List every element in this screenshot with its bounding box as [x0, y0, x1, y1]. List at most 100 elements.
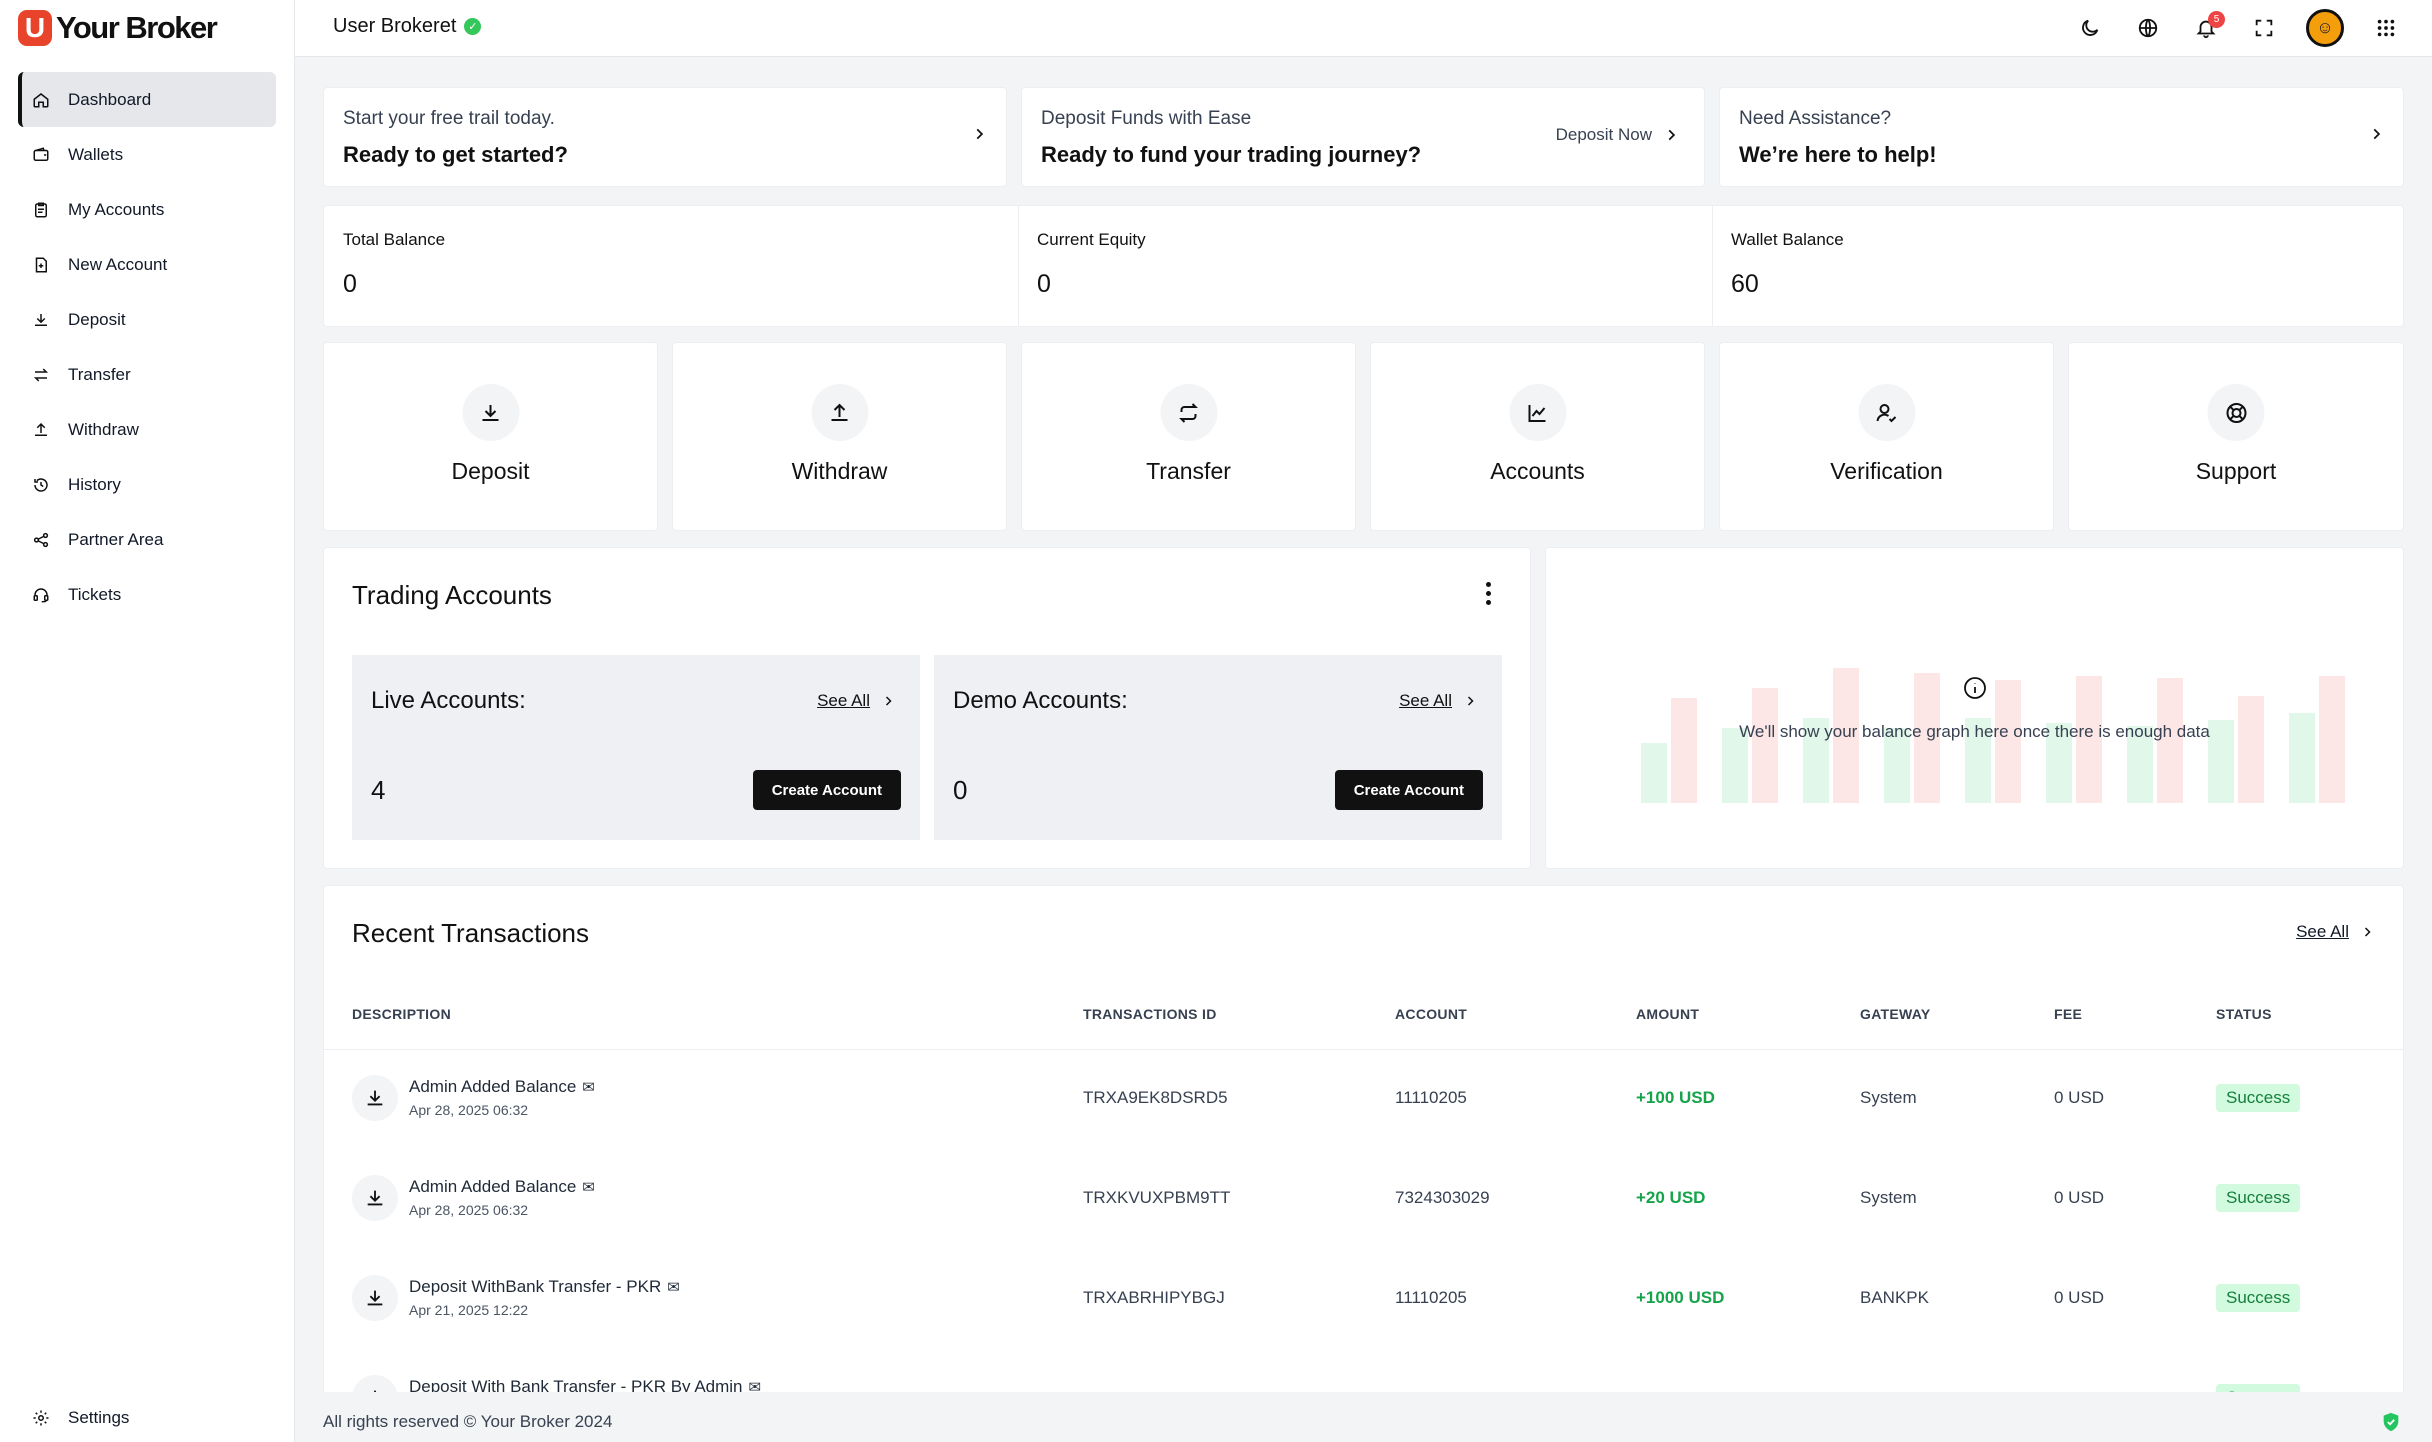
description-text: Deposit WithBank Transfer - PKR — [409, 1277, 662, 1296]
footer-copyright: All rights reserved © Your Broker 2024 — [323, 1412, 613, 1431]
description-text: Deposit With Bank Transfer - PKR By Admi… — [409, 1377, 743, 1396]
download-icon — [35, 313, 47, 326]
transactions-table: DESCRIPTION TRANSACTIONS ID ACCOUNT AMOU… — [324, 886, 2403, 1404]
transaction-account: 11110205 — [1395, 1088, 1467, 1107]
apps-grid-icon[interactable] — [2370, 12, 2402, 44]
brand-logo[interactable]: U Your Broker — [18, 8, 218, 48]
chart-empty-message: We'll show your balance graph here once … — [1739, 722, 2210, 741]
download-icon — [352, 1075, 398, 1121]
notification-badge: 5 — [2208, 11, 2225, 28]
live-see-all-link[interactable]: See All — [817, 691, 894, 711]
file-plus-icon — [35, 257, 47, 272]
promo-card-free-trial[interactable]: Start your free trail today. Ready to ge… — [323, 87, 1007, 187]
transactions-see-all-link[interactable]: See All — [2296, 922, 2373, 942]
user-check-icon — [1858, 384, 1915, 441]
headset-icon — [33, 587, 49, 602]
sidebar-item-tickets[interactable]: Tickets — [18, 567, 276, 622]
transaction-amount: +100 USD — [1636, 1088, 1715, 1107]
promo-subtitle: Need Assistance? — [1739, 108, 1892, 129]
mail-icon: ✉ — [748, 1379, 762, 1396]
chevron-right-icon — [2364, 927, 2371, 937]
demo-see-all-link[interactable]: See All — [1399, 691, 1476, 711]
transaction-fee: 0 USD — [2054, 1288, 2105, 1307]
transaction-amount: +20 USD — [1636, 1188, 1706, 1207]
sidebar-item-label: History — [68, 474, 121, 494]
more-options-icon[interactable] — [1486, 582, 1492, 609]
action-label: Accounts — [1490, 458, 1585, 484]
logo-mark: U — [18, 10, 52, 46]
wallet-balance-label: Wallet Balance — [1731, 230, 1844, 249]
transaction-gateway: System — [1860, 1088, 1917, 1107]
transaction-date: Apr 28, 2025 06:32 — [409, 1102, 529, 1118]
demo-accounts-label: Demo Accounts: — [953, 687, 1128, 714]
column-header-amount: AMOUNT — [1636, 1006, 1700, 1022]
sidebar-item-label: My Accounts — [68, 199, 165, 219]
sidebar-item-wallets[interactable]: Wallets — [18, 127, 276, 182]
transaction-id: TRXABRHIPYBGJ — [1083, 1288, 1225, 1307]
deposit-now-link[interactable]: Deposit Now — [1556, 125, 1678, 145]
transaction-gateway: BANKPK — [1860, 1288, 1929, 1307]
sidebar-item-transfer[interactable]: Transfer — [18, 347, 276, 402]
sidebar-item-withdraw[interactable]: Withdraw — [18, 402, 276, 457]
transfer-icon — [33, 367, 49, 382]
create-live-account-button[interactable]: Create Account — [752, 770, 901, 810]
download-icon — [352, 1275, 398, 1321]
wallet-balance-value: 60 — [1731, 270, 1759, 298]
verified-check-icon: ✓ — [464, 18, 482, 35]
live-accounts-count: 4 — [371, 775, 386, 805]
balance-chart-card: We'll show your balance graph here once … — [1545, 547, 2404, 869]
total-balance-value: 0 — [343, 270, 357, 298]
moon-icon[interactable] — [2074, 12, 2106, 44]
table-row[interactable]: Admin Added Balance ✉ Apr 28, 2025 06:32 … — [324, 1150, 2403, 1250]
action-support[interactable]: Support — [2068, 342, 2404, 531]
chevron-right-icon — [976, 128, 984, 140]
demo-accounts-count: 0 — [953, 775, 968, 805]
action-accounts[interactable]: Accounts — [1370, 342, 1705, 531]
sidebar-item-partner-area[interactable]: Partner Area — [18, 512, 276, 567]
action-verification[interactable]: Verification — [1719, 342, 2054, 531]
sidebar-item-deposit[interactable]: Deposit — [18, 292, 276, 347]
action-transfer[interactable]: Transfer — [1021, 342, 1356, 531]
action-label: Deposit — [451, 458, 530, 484]
sidebar-item-new-account[interactable]: New Account — [18, 237, 276, 292]
sidebar-item-label: Deposit — [68, 309, 126, 329]
table-row[interactable]: Admin Added Balance ✉ Apr 28, 2025 06:32 … — [324, 1050, 2403, 1150]
action-deposit[interactable]: Deposit — [323, 342, 658, 531]
share-icon — [33, 532, 49, 547]
footer: All rights reserved © Your Broker 2024 — [295, 1392, 2432, 1442]
avatar[interactable]: ☺ — [2306, 9, 2344, 47]
sidebar-item-label: Tickets — [68, 584, 122, 604]
sidebar-item-history[interactable]: History — [18, 457, 276, 512]
bell-icon[interactable]: 5 — [2190, 11, 2225, 44]
chart-line-icon — [1509, 384, 1566, 441]
promo-card-assistance[interactable]: Need Assistance? We’re here to help! — [1719, 87, 2404, 187]
user-name: User Brokeret — [333, 15, 457, 37]
column-header-status: STATUS — [2216, 1006, 2272, 1022]
column-header-description: DESCRIPTION — [352, 1006, 451, 1022]
info-icon — [1963, 677, 1986, 699]
deposit-now-label: Deposit Now — [1555, 125, 1652, 144]
history-icon — [34, 477, 48, 492]
chevron-right-icon — [1668, 129, 1676, 141]
sidebar-item-settings[interactable]: Settings — [18, 1390, 276, 1442]
download-icon — [462, 384, 519, 441]
home-icon — [33, 92, 49, 107]
fullscreen-icon[interactable] — [2248, 12, 2280, 44]
globe-icon[interactable] — [2132, 12, 2164, 44]
sidebar-item-my-accounts[interactable]: My Accounts — [18, 182, 276, 237]
column-header-transaction-id: TRANSACTIONS ID — [1083, 1006, 1217, 1022]
user-name-block: User Brokeret ✓ — [333, 15, 482, 38]
transaction-description: Deposit With Bank Transfer - PKR By Admi… — [409, 1377, 761, 1397]
promo-subtitle: Deposit Funds with Ease — [1041, 108, 1252, 129]
sidebar-item-dashboard[interactable]: Dashboard — [18, 72, 276, 127]
promo-title: We’re here to help! — [1739, 142, 1937, 167]
status-badge: Success — [2216, 1184, 2301, 1212]
wallet-icon — [33, 146, 49, 161]
current-equity-label: Current Equity — [1037, 230, 1146, 249]
transaction-fee: 0 USD — [2054, 1088, 2105, 1107]
action-withdraw[interactable]: Withdraw — [672, 342, 1007, 531]
transaction-description: Deposit WithBank Transfer - PKR ✉ — [409, 1277, 680, 1297]
create-demo-account-button[interactable]: Create Account — [1334, 770, 1483, 810]
table-row[interactable]: Deposit WithBank Transfer - PKR ✉ Apr 21,… — [324, 1250, 2403, 1350]
transaction-date: Apr 28, 2025 06:32 — [409, 1202, 529, 1218]
